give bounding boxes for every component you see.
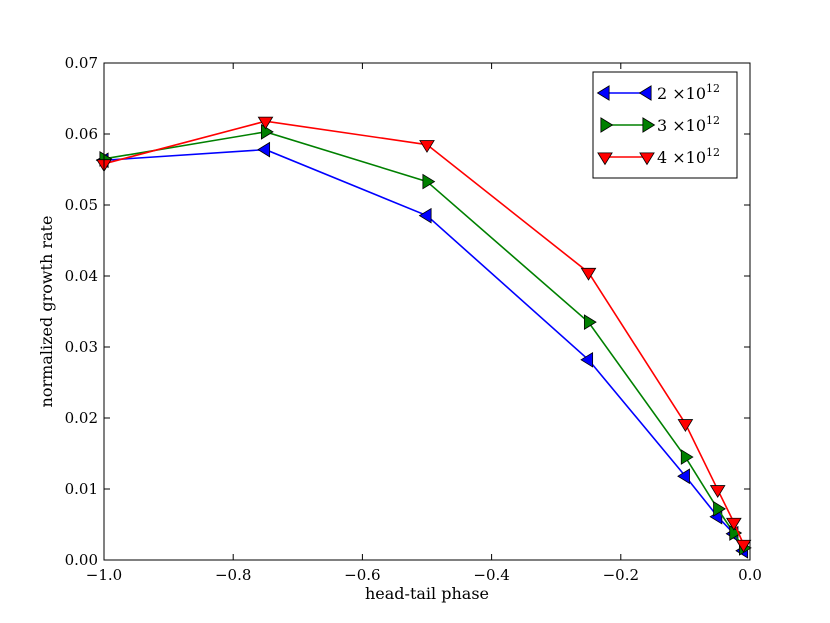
legend-label-base: 4 ×10 <box>657 148 706 167</box>
legend-label-exponent: 12 <box>706 82 720 95</box>
y-tick-label: 0.07 <box>65 54 98 72</box>
data-point <box>580 267 597 281</box>
series-1 <box>95 141 749 559</box>
data-point <box>709 485 726 498</box>
data-point <box>735 539 752 553</box>
legend-marker <box>642 117 656 133</box>
legend-label: 2 ×1012 <box>657 82 720 103</box>
data-point <box>260 124 274 140</box>
x-tick-label: −0.2 <box>603 566 639 584</box>
x-tick-label: −0.6 <box>344 566 380 584</box>
data-point <box>729 525 743 541</box>
data-point <box>677 419 694 432</box>
data-point <box>418 207 432 224</box>
x-tick-label: 0.0 <box>738 566 762 584</box>
y-tick-label: 0.00 <box>65 551 98 569</box>
series-2 <box>99 124 752 556</box>
y-tick-label: 0.05 <box>65 196 98 214</box>
ticks-layer: −1.0 −0.8 −0.6 −0.4 −0.2 0.0 0.00 0.01 0.02 0.03 0… <box>65 54 762 584</box>
data-point <box>419 140 435 153</box>
x-tick-label: −1.0 <box>86 566 122 584</box>
data-point <box>583 314 597 330</box>
legend-label-base: 3 ×10 <box>657 116 706 135</box>
series-line <box>103 148 745 552</box>
y-tick-label: 0.02 <box>65 409 98 427</box>
legend-entry: 3 ×1012 <box>600 114 720 135</box>
series-line <box>103 131 745 549</box>
data-point <box>680 449 694 465</box>
x-tick-label: −0.4 <box>473 566 509 584</box>
x-axis-label: head-tail phase <box>365 584 489 603</box>
legend-marker <box>597 152 613 166</box>
legend-marker <box>596 85 610 101</box>
legend-entry: 2 ×1012 <box>596 82 720 103</box>
series-3 <box>96 116 752 553</box>
data-point <box>257 141 271 158</box>
y-tick-label: 0.03 <box>65 338 98 356</box>
legend-marker <box>639 152 655 166</box>
legend-marker <box>600 117 614 133</box>
data-point <box>422 173 436 190</box>
legend-marker <box>638 85 652 101</box>
y-tick-label: 0.06 <box>65 125 98 143</box>
y-tick-label: 0.01 <box>65 480 98 498</box>
legend-label-exponent: 12 <box>706 114 720 127</box>
legend-label: 3 ×1012 <box>657 114 720 135</box>
legend-entry: 4 ×1012 <box>597 146 720 167</box>
data-point <box>726 517 742 531</box>
data-point <box>580 351 594 368</box>
data-point <box>713 501 726 517</box>
series-line <box>103 120 745 545</box>
data-point <box>257 116 274 130</box>
legend-label: 4 ×1012 <box>657 146 720 167</box>
y-tick-label: 0.04 <box>65 267 98 285</box>
legend-label-exponent: 12 <box>706 146 720 159</box>
plot-frame <box>103 62 751 561</box>
legend-label-base: 2 ×10 <box>657 84 706 103</box>
x-tick-label: −0.8 <box>215 566 251 584</box>
data-point <box>677 468 690 485</box>
y-axis-label: normalized growth rate <box>37 216 56 408</box>
series-layer <box>95 116 752 559</box>
